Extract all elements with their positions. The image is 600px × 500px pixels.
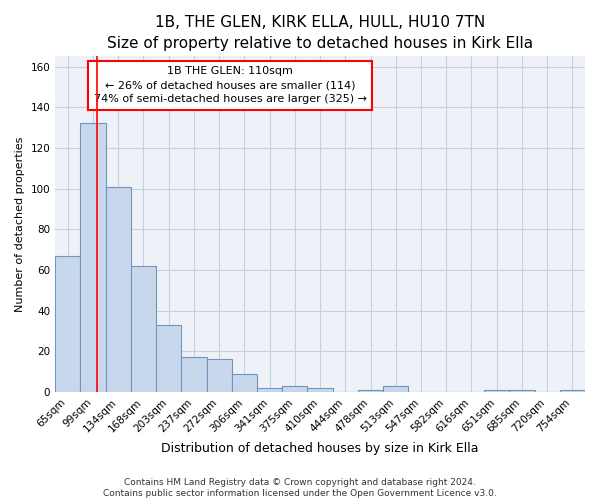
Bar (484, 390, 509, 392)
Bar (131, 266, 156, 392)
Bar (282, 386, 307, 392)
Bar (55, 256, 80, 392)
Bar (80, 124, 106, 392)
Text: Contains HM Land Registry data © Crown copyright and database right 2024.
Contai: Contains HM Land Registry data © Crown c… (103, 478, 497, 498)
Bar (156, 325, 181, 392)
Bar (206, 360, 232, 392)
Bar (232, 374, 257, 392)
X-axis label: Distribution of detached houses by size in Kirk Ella: Distribution of detached houses by size … (161, 442, 479, 455)
Bar (509, 390, 535, 392)
Bar (257, 388, 282, 392)
Bar (307, 388, 332, 392)
Bar (560, 390, 585, 392)
Bar (358, 390, 383, 392)
Bar (106, 186, 131, 392)
Text: 1B THE GLEN: 110sqm
← 26% of detached houses are smaller (114)
74% of semi-detac: 1B THE GLEN: 110sqm ← 26% of detached ho… (94, 66, 367, 104)
Title: 1B, THE GLEN, KIRK ELLA, HULL, HU10 7TN
Size of property relative to detached ho: 1B, THE GLEN, KIRK ELLA, HULL, HU10 7TN … (107, 15, 533, 51)
Bar (181, 358, 206, 392)
Bar (383, 386, 409, 392)
Y-axis label: Number of detached properties: Number of detached properties (15, 136, 25, 312)
